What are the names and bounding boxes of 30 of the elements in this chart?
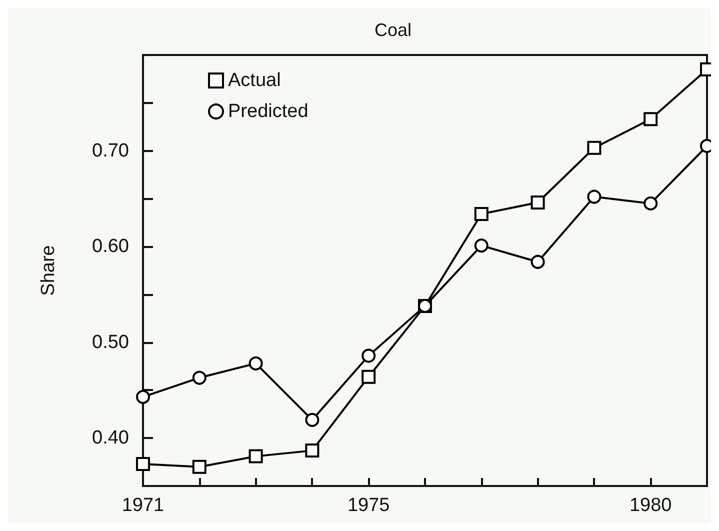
point [530, 196, 545, 210]
point [474, 206, 488, 221]
x-tick-label: 1975 [347, 495, 390, 516]
point [305, 444, 320, 458]
point [587, 140, 602, 155]
x-tick-label: 1980 [629, 495, 672, 516]
chart-title: Coal [374, 20, 412, 40]
legend-label: Actual [228, 70, 281, 91]
point [136, 456, 150, 471]
point [418, 298, 432, 313]
point [192, 460, 206, 474]
point [136, 390, 150, 404]
x-tick-label: 1971 [122, 495, 164, 516]
legend-label: Predicted [228, 101, 308, 122]
y-tick-label: 0.50 [92, 332, 129, 353]
point [192, 370, 206, 385]
point [587, 190, 602, 204]
y-tick-label: 0.40 [92, 428, 129, 449]
point [362, 370, 376, 384]
point [644, 196, 658, 210]
point [474, 238, 488, 253]
point [305, 412, 320, 427]
point [248, 449, 263, 464]
point [248, 356, 263, 370]
y-axis-title: Share [38, 245, 59, 296]
point [362, 348, 376, 363]
point [644, 112, 658, 126]
point [530, 254, 545, 269]
y-tick-label: 0.60 [92, 236, 129, 258]
y-tick-label: 0.70 [92, 140, 129, 162]
